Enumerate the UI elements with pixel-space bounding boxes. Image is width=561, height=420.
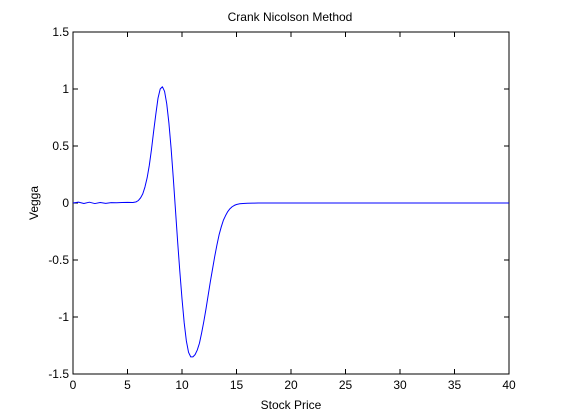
x-tick-label: 40 — [502, 378, 516, 392]
x-tick-label: 10 — [175, 378, 189, 392]
x-tick-label: 5 — [124, 378, 131, 392]
x-tick-label: 20 — [284, 378, 298, 392]
y-tick-label: 0.5 — [52, 139, 69, 153]
x-tick-label: 30 — [393, 378, 407, 392]
series-line — [72, 86, 509, 358]
y-axis: -1.5 -1 -0.5 0 0.5 1 1.5 — [48, 25, 509, 381]
x-tick-label: 0 — [70, 378, 77, 392]
y-tick-label: 1.5 — [52, 25, 69, 39]
x-axis: 0 5 10 15 20 25 30 35 40 — [70, 32, 516, 392]
y-axis-label: Vegga — [27, 186, 41, 220]
y-tick-label: 1 — [62, 82, 69, 96]
y-tick-label: -1 — [58, 310, 69, 324]
series-layer — [72, 86, 509, 358]
x-tick-label: 35 — [448, 378, 462, 392]
y-tick-label: -1.5 — [48, 367, 69, 381]
x-tick-label: 15 — [230, 378, 244, 392]
chart-title: Crank Nicolson Method — [228, 10, 353, 24]
x-tick-label: 25 — [339, 378, 353, 392]
y-tick-label: 0 — [62, 196, 69, 210]
x-axis-label: Stock Price — [261, 398, 322, 412]
y-tick-label: -0.5 — [48, 253, 69, 267]
